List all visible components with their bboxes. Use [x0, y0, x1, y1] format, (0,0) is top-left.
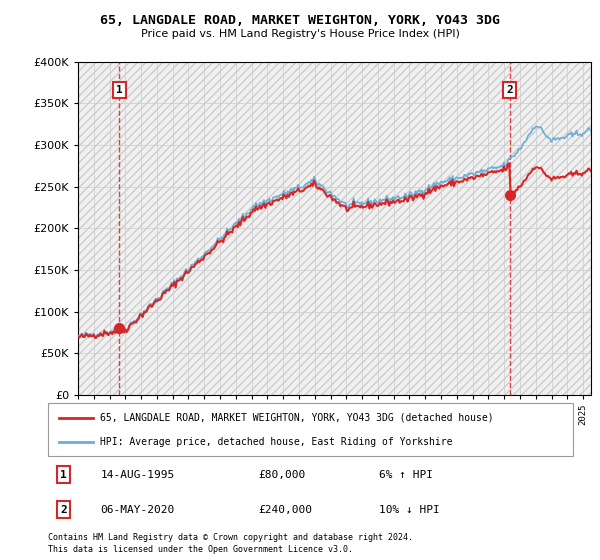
Text: 65, LANGDALE ROAD, MARKET WEIGHTON, YORK, YO43 3DG: 65, LANGDALE ROAD, MARKET WEIGHTON, YORK… — [100, 14, 500, 27]
Bar — [78, 62, 591, 395]
Text: 14-AUG-1995: 14-AUG-1995 — [101, 470, 175, 479]
Text: 6% ↑ HPI: 6% ↑ HPI — [379, 470, 433, 479]
Text: 06-MAY-2020: 06-MAY-2020 — [101, 505, 175, 515]
Text: 2: 2 — [506, 85, 513, 95]
FancyBboxPatch shape — [48, 403, 573, 456]
Text: This data is licensed under the Open Government Licence v3.0.: This data is licensed under the Open Gov… — [48, 545, 353, 554]
Text: 10% ↓ HPI: 10% ↓ HPI — [379, 505, 439, 515]
Text: 65, LANGDALE ROAD, MARKET WEIGHTON, YORK, YO43 3DG (detached house): 65, LANGDALE ROAD, MARKET WEIGHTON, YORK… — [101, 413, 494, 423]
Text: 1: 1 — [61, 470, 67, 479]
Text: Contains HM Land Registry data © Crown copyright and database right 2024.: Contains HM Land Registry data © Crown c… — [48, 533, 413, 542]
Text: £240,000: £240,000 — [258, 505, 312, 515]
Text: £80,000: £80,000 — [258, 470, 305, 479]
Text: Price paid vs. HM Land Registry's House Price Index (HPI): Price paid vs. HM Land Registry's House … — [140, 29, 460, 39]
Text: HPI: Average price, detached house, East Riding of Yorkshire: HPI: Average price, detached house, East… — [101, 437, 453, 447]
Text: 2: 2 — [61, 505, 67, 515]
Text: 1: 1 — [116, 85, 123, 95]
